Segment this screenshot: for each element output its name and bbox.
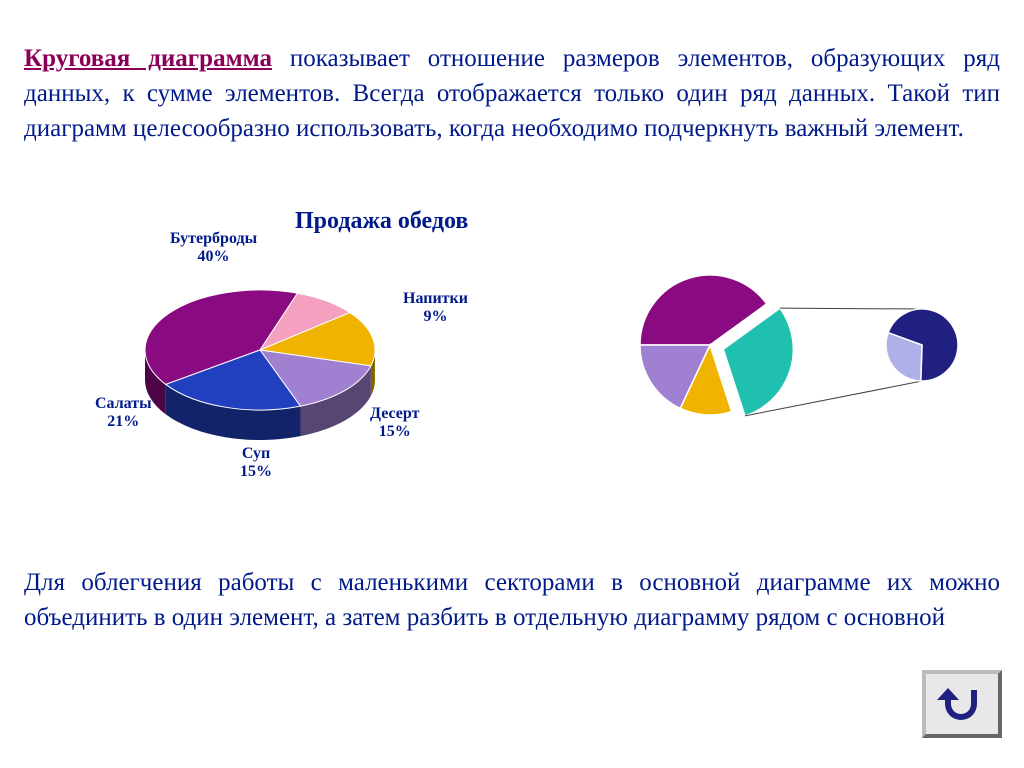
u-turn-arrow-icon bbox=[937, 684, 987, 724]
slice-label: Бутерброды40% bbox=[170, 230, 257, 267]
charts-area: Бутерброды40% Напитки9% Десерт15% Суп15% Сал… bbox=[0, 230, 1024, 530]
charts-svg bbox=[0, 230, 1024, 530]
slice-label: Напитки9% bbox=[403, 290, 468, 327]
pie-connector bbox=[780, 308, 922, 309]
back-button[interactable] bbox=[922, 670, 1002, 738]
intro-paragraph: Круговая диаграмма показывает отношение … bbox=[24, 41, 1000, 146]
term-heading: Круговая диаграмма bbox=[24, 45, 272, 72]
slice-label: Десерт15% bbox=[370, 405, 419, 442]
slice-label: Суп15% bbox=[240, 445, 272, 482]
outro-paragraph: Для облегчения работы с маленькими секто… bbox=[24, 565, 1000, 635]
slice-label: Салаты21% bbox=[95, 395, 152, 432]
